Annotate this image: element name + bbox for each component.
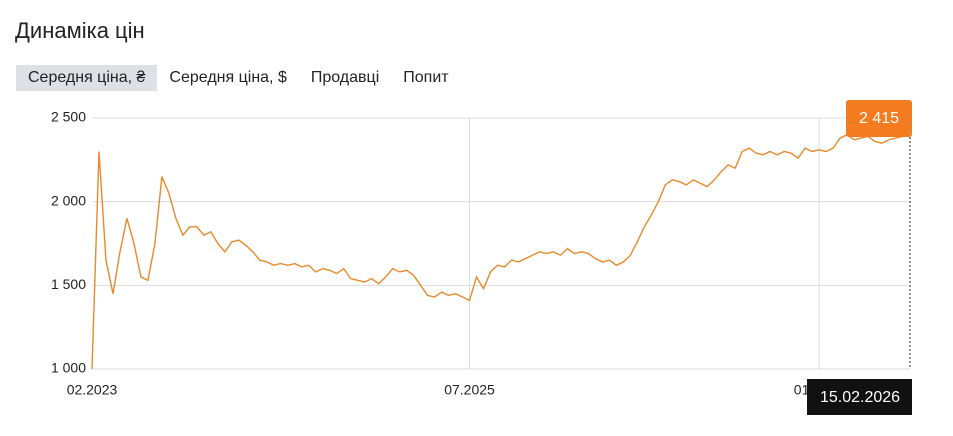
tabs: Середня ціна, ₴ Середня ціна, $ Продавці По… xyxy=(16,65,461,91)
price-line xyxy=(91,131,911,370)
tooltip-date-box xyxy=(807,379,912,415)
y-tick-label: 1 500 xyxy=(51,276,86,292)
tab[interactable]: Попит xyxy=(403,69,449,86)
y-tick-label: 2 500 xyxy=(51,109,86,125)
tooltip-point xyxy=(908,130,912,135)
tab[interactable]: Середня ціна, ₴ xyxy=(16,65,158,91)
tab[interactable]: Продавці xyxy=(310,69,380,86)
x-tick-label: 02.2023 xyxy=(67,382,118,398)
y-tick-label: 2 000 xyxy=(51,192,86,208)
x-tick-label: 07.2025 xyxy=(444,382,495,398)
tooltip-value: 2 415 xyxy=(859,110,899,127)
tab[interactable]: Середня ціна, $ xyxy=(169,69,287,86)
tooltip-value-box xyxy=(846,100,912,137)
tooltip-date: 15.02.2026 xyxy=(820,389,900,406)
y-tick-label: 1 000 xyxy=(51,360,86,376)
title: Динаміка цін xyxy=(15,18,145,43)
